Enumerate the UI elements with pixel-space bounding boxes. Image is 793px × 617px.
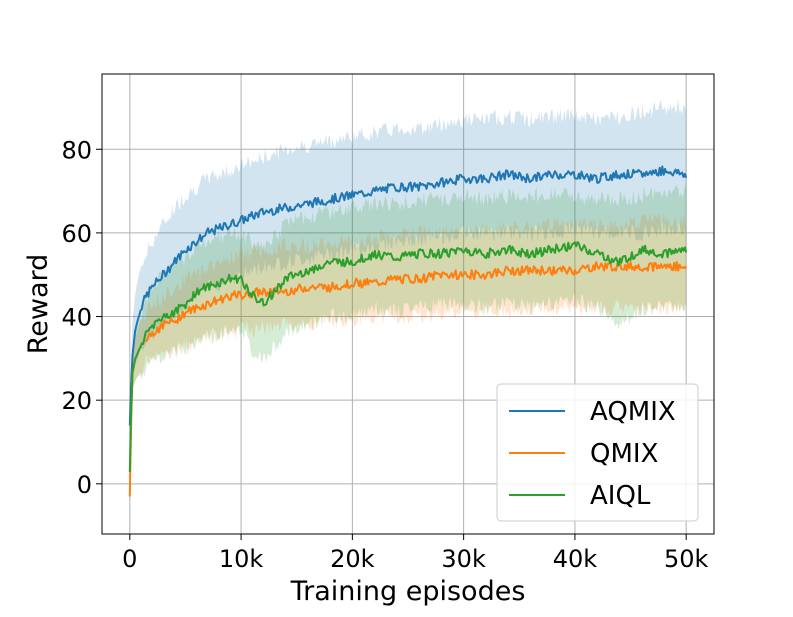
axis-ticks: 0 10k 20k 30k 40k 50k 0 20 40 60 80 [61,136,708,573]
confidence-bands [129,99,687,505]
band-qmix [129,212,687,505]
x-tick-label: 10k [219,545,264,573]
y-tick-label: 60 [61,220,92,248]
x-tick-label: 50k [664,545,709,573]
x-tick-label: 30k [441,545,486,573]
legend: AQMIX QMIX AIQL [496,383,699,522]
y-tick-label: 40 [61,304,92,332]
line-aqmix [128,165,688,426]
y-tick-label: 20 [61,387,92,415]
line-qmix [128,261,687,497]
x-tick-label: 20k [330,545,375,573]
plot-frame [101,73,715,535]
grid-lines [102,74,714,534]
y-axis-label: Reward [23,254,54,355]
x-axis-label: Training episodes [290,576,526,607]
y-tick-label: 0 [77,471,92,499]
legend-box [496,383,699,522]
x-tick-label: 40k [553,545,598,573]
legend-label-qmix: QMIX [590,439,658,469]
series-lines [128,165,688,497]
band-aqmix [129,99,687,435]
y-tick-label: 80 [61,136,92,164]
line-aiql [128,241,688,472]
legend-label-aiql: AIQL [590,481,651,511]
x-tick-label: 0 [122,545,137,573]
legend-label-aqmix: AQMIX [590,397,676,427]
band-aiql [129,185,687,482]
